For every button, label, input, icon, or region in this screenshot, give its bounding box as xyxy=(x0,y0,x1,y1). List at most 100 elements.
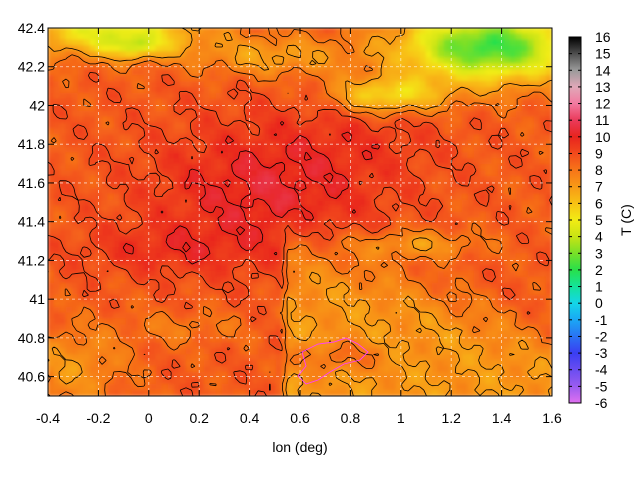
heat-cell xyxy=(66,247,73,254)
heat-cell xyxy=(420,336,427,343)
heat-cell xyxy=(438,289,445,296)
heat-cell xyxy=(246,330,253,337)
heat-cell xyxy=(372,253,379,260)
heat-cell xyxy=(402,99,409,106)
heat-cell xyxy=(366,218,373,225)
heat-cell xyxy=(474,229,481,236)
heat-cell xyxy=(318,158,325,165)
heat-cell xyxy=(114,111,121,118)
heat-cell xyxy=(546,28,553,35)
heat-cell xyxy=(126,134,133,141)
heat-cell xyxy=(234,265,241,272)
heat-cell xyxy=(180,366,187,373)
heat-cell xyxy=(192,218,199,225)
heat-cell xyxy=(462,111,469,118)
heat-cell xyxy=(96,271,103,278)
heat-cell xyxy=(414,360,421,367)
heat-cell xyxy=(192,111,199,118)
heat-cell xyxy=(528,117,535,124)
heat-cell xyxy=(144,235,151,242)
heat-cell xyxy=(210,176,217,183)
heat-cell xyxy=(546,34,553,41)
heat-cell xyxy=(294,235,301,242)
heat-cell xyxy=(174,164,181,171)
heat-cell xyxy=(300,223,307,230)
heat-cell xyxy=(354,123,361,130)
heat-cell xyxy=(258,324,265,331)
heat-cell xyxy=(186,212,193,219)
heat-cell xyxy=(372,247,379,254)
heat-cell xyxy=(546,87,553,94)
heat-cell xyxy=(114,289,121,296)
heat-cell xyxy=(516,307,523,314)
heat-cell xyxy=(378,265,385,272)
heat-cell xyxy=(114,152,121,159)
heat-cell xyxy=(78,223,85,230)
heat-cell xyxy=(474,69,481,76)
heat-cell xyxy=(132,247,139,254)
heat-cell xyxy=(174,372,181,379)
heat-cell xyxy=(408,75,415,82)
heat-cell xyxy=(150,271,157,278)
heat-cell xyxy=(168,28,175,35)
heat-cell xyxy=(408,253,415,260)
heat-cell xyxy=(114,129,121,136)
heat-cell xyxy=(324,140,331,147)
heat-cell xyxy=(306,253,313,260)
heat-cell xyxy=(426,354,433,361)
heat-cell xyxy=(414,69,421,76)
heat-cell xyxy=(270,200,277,207)
heat-cell xyxy=(534,318,541,325)
heat-cell xyxy=(486,28,493,35)
heat-cell xyxy=(258,99,265,106)
heat-cell xyxy=(282,188,289,195)
heat-cell xyxy=(522,277,529,284)
heat-cell xyxy=(108,330,115,337)
heat-cell xyxy=(510,229,517,236)
heat-cell xyxy=(462,75,469,82)
heat-cell xyxy=(222,93,229,100)
heat-cell xyxy=(342,212,349,219)
heat-cell xyxy=(426,265,433,272)
heat-cell xyxy=(432,140,439,147)
heat-cell xyxy=(216,134,223,141)
heat-cell xyxy=(270,324,277,331)
heat-cell xyxy=(396,277,403,284)
heat-cell xyxy=(210,241,217,248)
heat-cell xyxy=(96,235,103,242)
heat-cell xyxy=(474,283,481,290)
heat-cell xyxy=(156,253,163,260)
heat-cell xyxy=(516,140,523,147)
heat-cell xyxy=(342,194,349,201)
heat-cell xyxy=(240,271,247,278)
heat-cell xyxy=(372,265,379,272)
heat-cell xyxy=(132,34,139,41)
heat-cell xyxy=(120,45,127,52)
heat-cell xyxy=(198,87,205,94)
heat-cell xyxy=(360,75,367,82)
heat-cell xyxy=(318,330,325,337)
heat-cell xyxy=(138,307,145,314)
heat-cell xyxy=(486,360,493,367)
heat-cell xyxy=(180,372,187,379)
heat-cell xyxy=(102,366,109,373)
heat-cell xyxy=(138,330,145,337)
heat-cell xyxy=(306,188,313,195)
heat-cell xyxy=(132,354,139,361)
heat-cell xyxy=(486,253,493,260)
heat-cell xyxy=(72,342,79,349)
heat-cell xyxy=(456,229,463,236)
heat-cell xyxy=(234,194,241,201)
heat-cell xyxy=(150,229,157,236)
heat-cell xyxy=(126,324,133,331)
heat-cell xyxy=(450,146,457,153)
heat-cell xyxy=(102,342,109,349)
heat-cell xyxy=(132,170,139,177)
heat-cell xyxy=(510,235,517,242)
heat-cell xyxy=(534,158,541,165)
heat-cell xyxy=(516,87,523,94)
heat-cell xyxy=(384,342,391,349)
heat-cell xyxy=(522,158,529,165)
heat-cell xyxy=(246,188,253,195)
heat-cell xyxy=(396,247,403,254)
